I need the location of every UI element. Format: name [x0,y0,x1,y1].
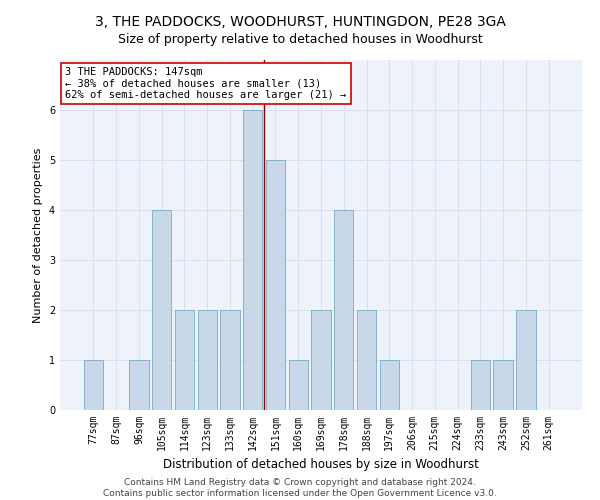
Text: 3, THE PADDOCKS, WOODHURST, HUNTINGDON, PE28 3GA: 3, THE PADDOCKS, WOODHURST, HUNTINGDON, … [95,15,505,29]
Bar [380,360,399,410]
Bar [243,110,262,410]
Bar [220,310,239,410]
Bar [152,210,172,410]
Bar [175,310,194,410]
Bar [197,310,217,410]
Bar [129,360,149,410]
Bar [470,360,490,410]
Text: Size of property relative to detached houses in Woodhurst: Size of property relative to detached ho… [118,32,482,46]
Text: Contains HM Land Registry data © Crown copyright and database right 2024.
Contai: Contains HM Land Registry data © Crown c… [103,478,497,498]
Y-axis label: Number of detached properties: Number of detached properties [34,148,43,322]
Bar [266,160,285,410]
Bar [493,360,513,410]
Bar [311,310,331,410]
Text: 3 THE PADDOCKS: 147sqm
← 38% of detached houses are smaller (13)
62% of semi-det: 3 THE PADDOCKS: 147sqm ← 38% of detached… [65,67,346,100]
Bar [334,210,353,410]
Bar [516,310,536,410]
X-axis label: Distribution of detached houses by size in Woodhurst: Distribution of detached houses by size … [163,458,479,471]
Bar [357,310,376,410]
Bar [289,360,308,410]
Bar [84,360,103,410]
